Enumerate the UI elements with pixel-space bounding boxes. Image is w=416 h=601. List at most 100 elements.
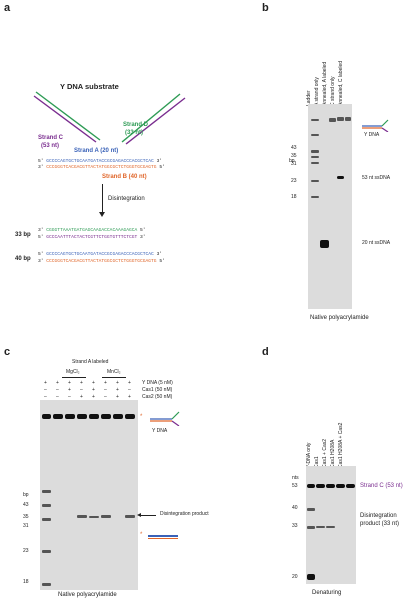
gel-b — [308, 104, 352, 309]
gel-d — [306, 466, 356, 584]
duplex-seq-bottom: 3' CCCGGGTCACGACGTTACTATGGCGCTCTGGGTGCGA… — [38, 165, 165, 170]
lane-b-4: C strand only — [330, 76, 336, 106]
ladder-d-53: 53 — [292, 483, 298, 489]
bp40-label: 40 bp — [15, 256, 31, 262]
condition-sign: + — [80, 380, 83, 386]
lane-d-4: Cas1 H208A — [330, 439, 336, 468]
condition-sign: + — [44, 380, 47, 386]
product2-top: 5' GCCCCAGTGCTGCAATGATACCGCGAGACCCACGCTC… — [38, 252, 163, 257]
condition-sign: + — [92, 380, 95, 386]
disintegration-product-c: Disintegration product — [160, 511, 209, 517]
panel-d-label: d — [262, 346, 269, 358]
y-dna-label-c: Y DNA — [152, 428, 168, 434]
y-dna-icon-b — [362, 119, 389, 132]
strand-d-length: (33 nt) — [125, 130, 143, 136]
panel-b-label: b — [262, 2, 269, 14]
mncl2-label: MnCl₂ — [107, 369, 121, 375]
lane-d-3: Cas1 + Cas2 — [322, 438, 328, 468]
y-dna-diagram — [33, 91, 186, 145]
bp-unit-c: bp — [23, 492, 29, 498]
condition-label: Y DNA (5 nM) — [142, 380, 173, 386]
strand-c-length: (53 nt) — [41, 143, 59, 149]
condition-sign: – — [104, 394, 107, 400]
strand-c-label: Strand C — [38, 135, 64, 141]
condition-sign: – — [128, 387, 131, 393]
strand-b-label: Strand B (40 nt) — [102, 174, 147, 180]
arrow-left-icon — [137, 513, 141, 517]
ladder-c-43: 43 — [23, 502, 29, 508]
lane-b-5: Annealed, C labeled — [338, 60, 344, 106]
condition-sign: + — [68, 380, 71, 386]
ladder-b-18: 18 — [291, 194, 297, 200]
ss53-label: 53 nt ssDNA — [362, 175, 391, 181]
product-asterisk: * — [140, 532, 143, 538]
condition-sign: + — [128, 394, 131, 400]
arrow-shaft — [102, 184, 103, 214]
strand-d-label: Strand D — [123, 122, 149, 128]
y-dna-label-b: Y DNA — [364, 132, 380, 138]
bp-unit-b: bp — [289, 158, 295, 164]
disintegration-product-d: Disintegration product (33 nt) — [360, 513, 400, 527]
product-arrow-shaft — [140, 515, 156, 516]
arrow-down-icon — [99, 212, 105, 217]
condition-sign: + — [92, 394, 95, 400]
nts-unit: nts — [292, 475, 299, 481]
condition-sign: – — [56, 394, 59, 400]
ladder-c-31: 31 — [23, 523, 29, 529]
product-duplex-top — [148, 535, 178, 537]
condition-sign: – — [44, 387, 47, 393]
ydna-asterisk: * — [140, 414, 143, 420]
condition-sign: + — [104, 380, 107, 386]
condition-table: + + + + + + + + Y DNA (5 nM) – – + – + – + – Cas1 (50 nM)… — [40, 380, 220, 404]
condition-sign: + — [116, 380, 119, 386]
condition-sign: + — [116, 394, 119, 400]
strand-a-labeled: Strand A labeled — [72, 359, 109, 365]
condition-sign: – — [104, 387, 107, 393]
condition-sign: + — [68, 387, 71, 393]
condition-sign: + — [80, 394, 83, 400]
condition-label: Cas1 (50 nM) — [142, 387, 173, 393]
mgcl2-label: MgCl₂ — [66, 369, 80, 375]
ss20-label: 20 nt ssDNA — [362, 240, 391, 246]
strand-a-label: Strand A (20 nt) — [74, 148, 119, 154]
bp33-label: 33 bp — [15, 232, 31, 238]
ladder-b-31: 31 — [291, 161, 297, 167]
lane-d-5: Cas1 H208A + Cas2 — [338, 422, 344, 468]
condition-sign: – — [56, 387, 59, 393]
gel-c — [40, 400, 138, 590]
condition-sign: + — [128, 380, 131, 386]
ladder-d-40: 40 — [292, 505, 298, 511]
ladder-d-33: 33 — [292, 523, 298, 529]
panel-c-label: c — [4, 346, 11, 358]
condition-sign: – — [80, 387, 83, 393]
mg-bracket — [62, 377, 86, 378]
panel-a-label: a — [4, 2, 11, 14]
y-dna-title: Y DNA substrate — [60, 82, 119, 91]
ladder-c-18: 18 — [23, 579, 29, 585]
strand-c-d: Strand C (53 nt) — [360, 483, 403, 489]
product2-bottom: 3' CCCGGGTCACGACGTTACTATGGCGCTCTGGGTGCGA… — [38, 259, 165, 264]
product1-top: 3' CGGGTTAAATGATGAGCAAGACCACAAAGAGCA 5' — [38, 228, 146, 233]
ladder-b-35: 35 — [291, 153, 297, 159]
mn-bracket — [102, 377, 126, 378]
product1-bottom: 5' GCCCAATTTACTACTCGTTCTGGTGTTTCTCGT 3' — [38, 235, 146, 240]
y-dna-icon-c — [150, 411, 180, 426]
condition-sign: + — [56, 380, 59, 386]
ladder-b-43: 43 — [291, 145, 297, 151]
ladder-c-35: 35 — [23, 514, 29, 520]
condition-sign: + — [116, 387, 119, 393]
condition-label: Cas2 (50 nM) — [142, 394, 173, 400]
gel-c-footer: Native polyacrylamide — [58, 592, 117, 598]
ladder-b-23: 23 — [291, 178, 297, 184]
duplex-seq-top: 5' GCCCCAGTGCTGCAATGATACCGCGAGACCCACGCTC… — [38, 159, 163, 164]
lane-b-3: Annealed, A labeled — [322, 61, 328, 106]
condition-sign: + — [92, 387, 95, 393]
disintegration-label: Disintegration — [108, 196, 145, 202]
lane-d-1: Y-DNA only — [306, 442, 312, 468]
product-duplex-bottom — [148, 537, 178, 539]
lane-b-2: A strand only — [314, 77, 320, 106]
ladder-c-23: 23 — [23, 548, 29, 554]
gel-d-footer: Denaturing — [312, 590, 342, 596]
ladder-d-20: 20 — [292, 574, 298, 580]
condition-sign: – — [44, 394, 47, 400]
